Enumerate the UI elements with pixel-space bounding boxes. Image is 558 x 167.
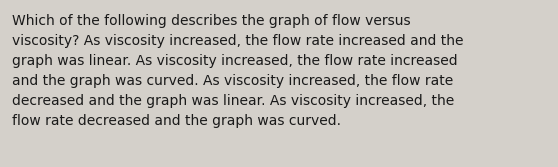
Text: graph was linear. As viscosity increased, the flow rate increased: graph was linear. As viscosity increased… (12, 54, 458, 68)
Text: viscosity? As viscosity increased, the flow rate increased and the: viscosity? As viscosity increased, the f… (12, 34, 464, 48)
Text: and the graph was curved. As viscosity increased, the flow rate: and the graph was curved. As viscosity i… (12, 74, 453, 88)
Text: flow rate decreased and the graph was curved.: flow rate decreased and the graph was cu… (12, 114, 341, 128)
Text: Which of the following describes the graph of flow versus: Which of the following describes the gra… (12, 14, 411, 28)
Text: decreased and the graph was linear. As viscosity increased, the: decreased and the graph was linear. As v… (12, 94, 454, 108)
